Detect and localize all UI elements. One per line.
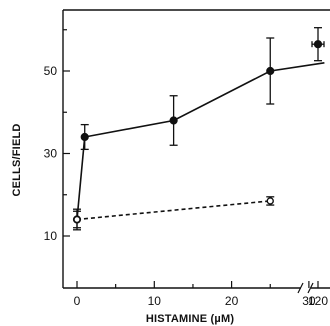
data-point [313,40,323,49]
data-point-open [73,215,81,224]
x-tick-label: 10 [148,294,162,308]
x-tick-label: 0 [74,294,81,308]
y-axis-title: CELLS/FIELD [11,123,23,196]
data-point [266,66,275,76]
x-axis-title: HISTAMINE (µM) [146,313,235,325]
x-tick-label: 30 [302,294,316,308]
series-line [76,62,325,220]
data-point [169,116,178,125]
series-layer [72,27,325,231]
y-tick-label: 10 [44,229,58,243]
series-line [76,200,271,221]
axis-break-mark [307,282,314,294]
y-tick-label: 50 [44,64,58,78]
axis-break-mark [297,282,304,294]
data-point [80,132,89,142]
x-tick-label: 20 [225,294,239,308]
x-tick-label: 120 [308,294,328,308]
y-tick-label: 30 [44,147,58,161]
data-point-open [266,197,274,205]
